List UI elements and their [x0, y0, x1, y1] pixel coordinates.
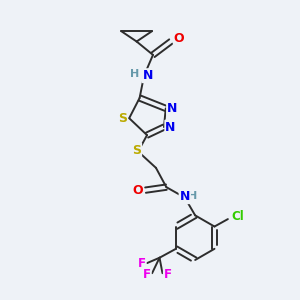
Text: N: N: [165, 121, 176, 134]
Text: F: F: [138, 256, 146, 270]
Text: H: H: [130, 69, 139, 79]
Text: O: O: [132, 184, 142, 196]
Text: N: N: [180, 190, 190, 203]
Text: N: N: [167, 102, 178, 115]
Text: S: S: [132, 143, 141, 157]
Text: F: F: [143, 268, 151, 281]
Text: N: N: [142, 69, 153, 82]
Text: H: H: [188, 191, 197, 201]
Text: Cl: Cl: [231, 210, 244, 223]
Text: O: O: [174, 32, 184, 45]
Text: S: S: [118, 112, 127, 125]
Text: F: F: [164, 268, 172, 281]
